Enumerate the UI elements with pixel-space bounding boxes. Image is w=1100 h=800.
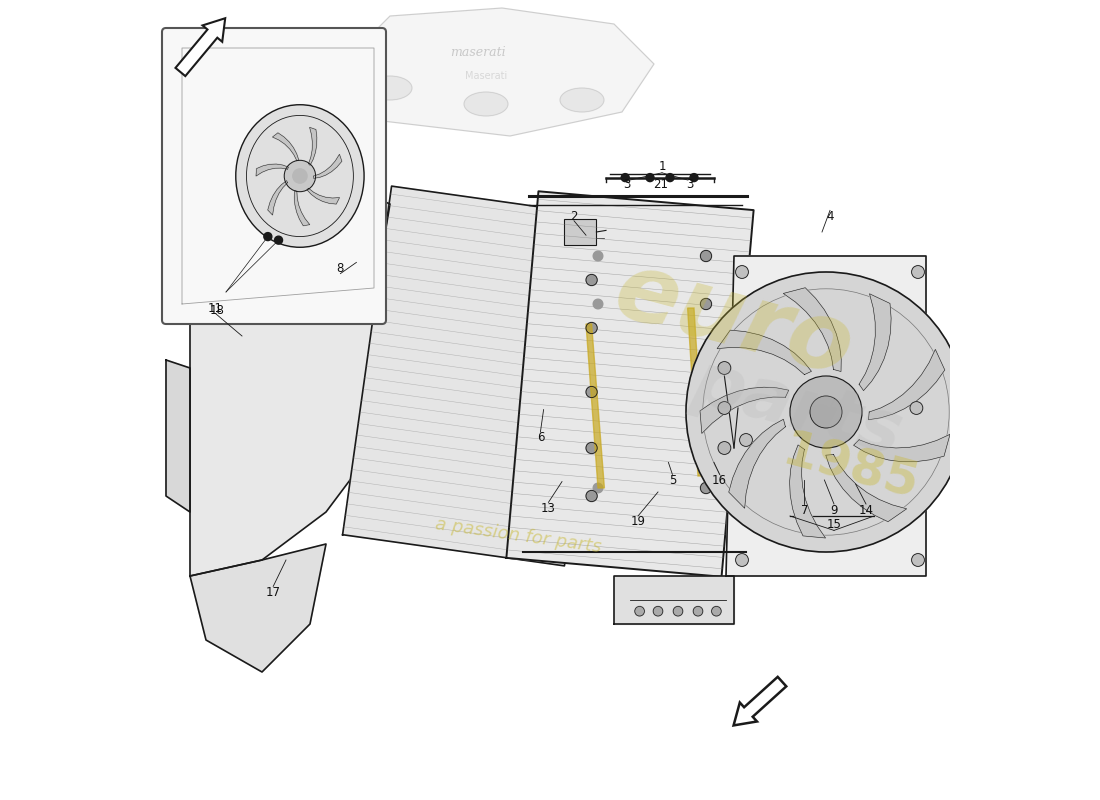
Text: Maserati: Maserati	[465, 71, 507, 81]
Polygon shape	[717, 330, 812, 374]
Polygon shape	[586, 324, 604, 488]
Polygon shape	[166, 360, 190, 512]
Ellipse shape	[235, 105, 364, 247]
Circle shape	[666, 174, 674, 182]
Text: 7: 7	[801, 504, 808, 517]
Circle shape	[593, 251, 603, 261]
Text: euro: euro	[605, 244, 864, 396]
Polygon shape	[358, 8, 654, 136]
Polygon shape	[190, 224, 406, 576]
FancyArrow shape	[734, 677, 786, 726]
Polygon shape	[256, 164, 288, 176]
Circle shape	[586, 490, 597, 502]
Circle shape	[701, 482, 712, 494]
Circle shape	[790, 376, 862, 448]
Text: 17: 17	[266, 586, 280, 598]
Circle shape	[912, 266, 924, 278]
Circle shape	[593, 299, 603, 309]
Ellipse shape	[464, 92, 508, 116]
Polygon shape	[614, 576, 734, 624]
Circle shape	[718, 362, 730, 374]
Circle shape	[293, 169, 307, 183]
Circle shape	[264, 233, 272, 241]
Circle shape	[701, 298, 712, 310]
Text: 15: 15	[826, 518, 842, 530]
Ellipse shape	[368, 76, 412, 100]
Polygon shape	[314, 154, 342, 178]
Polygon shape	[295, 190, 310, 226]
Text: 6: 6	[537, 431, 544, 444]
Text: 1: 1	[658, 160, 666, 173]
Circle shape	[586, 442, 597, 454]
Circle shape	[701, 426, 712, 438]
Text: 1985: 1985	[777, 426, 924, 510]
Text: 16: 16	[712, 474, 727, 486]
Circle shape	[635, 606, 645, 616]
Polygon shape	[790, 445, 825, 538]
Text: 21: 21	[653, 178, 668, 190]
Circle shape	[718, 402, 730, 414]
Circle shape	[810, 396, 842, 428]
Circle shape	[712, 606, 722, 616]
Circle shape	[275, 236, 283, 244]
Text: 8: 8	[337, 262, 344, 274]
Polygon shape	[190, 544, 326, 672]
Text: 3: 3	[686, 178, 694, 190]
FancyBboxPatch shape	[162, 28, 386, 324]
Text: 19: 19	[630, 515, 646, 528]
Circle shape	[686, 272, 966, 552]
Circle shape	[621, 174, 629, 182]
Polygon shape	[859, 294, 891, 390]
Text: 4: 4	[826, 210, 834, 222]
Text: 2: 2	[570, 210, 578, 222]
Text: 14: 14	[858, 504, 873, 517]
Circle shape	[736, 554, 748, 566]
Polygon shape	[728, 419, 785, 508]
Circle shape	[586, 274, 597, 286]
Text: 13: 13	[541, 502, 556, 514]
Circle shape	[593, 483, 603, 493]
Polygon shape	[322, 192, 390, 240]
Circle shape	[673, 606, 683, 616]
FancyBboxPatch shape	[564, 219, 596, 245]
Circle shape	[646, 174, 654, 182]
Polygon shape	[267, 181, 287, 215]
Text: 11: 11	[208, 302, 223, 314]
Circle shape	[739, 434, 752, 446]
Text: 9: 9	[830, 504, 838, 517]
FancyArrow shape	[176, 18, 226, 76]
Polygon shape	[506, 191, 754, 577]
Circle shape	[912, 554, 924, 566]
Circle shape	[690, 174, 698, 182]
Text: 5: 5	[669, 474, 676, 486]
Circle shape	[701, 250, 712, 262]
Text: 18: 18	[210, 304, 224, 317]
Polygon shape	[700, 387, 789, 434]
Polygon shape	[783, 288, 842, 371]
Circle shape	[701, 362, 712, 374]
Text: maserati: maserati	[450, 46, 506, 58]
Polygon shape	[869, 350, 945, 420]
Text: a passion for parts: a passion for parts	[433, 515, 602, 557]
Polygon shape	[854, 434, 950, 462]
Polygon shape	[273, 133, 299, 161]
Circle shape	[693, 606, 703, 616]
Text: parts: parts	[686, 347, 910, 469]
Circle shape	[653, 606, 663, 616]
Ellipse shape	[560, 88, 604, 112]
Circle shape	[736, 266, 748, 278]
Polygon shape	[307, 188, 340, 204]
Circle shape	[718, 442, 730, 454]
Circle shape	[284, 160, 316, 192]
Polygon shape	[308, 127, 317, 166]
Circle shape	[586, 386, 597, 398]
Circle shape	[586, 322, 597, 334]
Polygon shape	[342, 186, 614, 566]
Polygon shape	[826, 454, 906, 522]
Polygon shape	[726, 256, 926, 576]
Text: 3: 3	[623, 178, 630, 190]
Circle shape	[910, 402, 923, 414]
Polygon shape	[688, 308, 704, 476]
